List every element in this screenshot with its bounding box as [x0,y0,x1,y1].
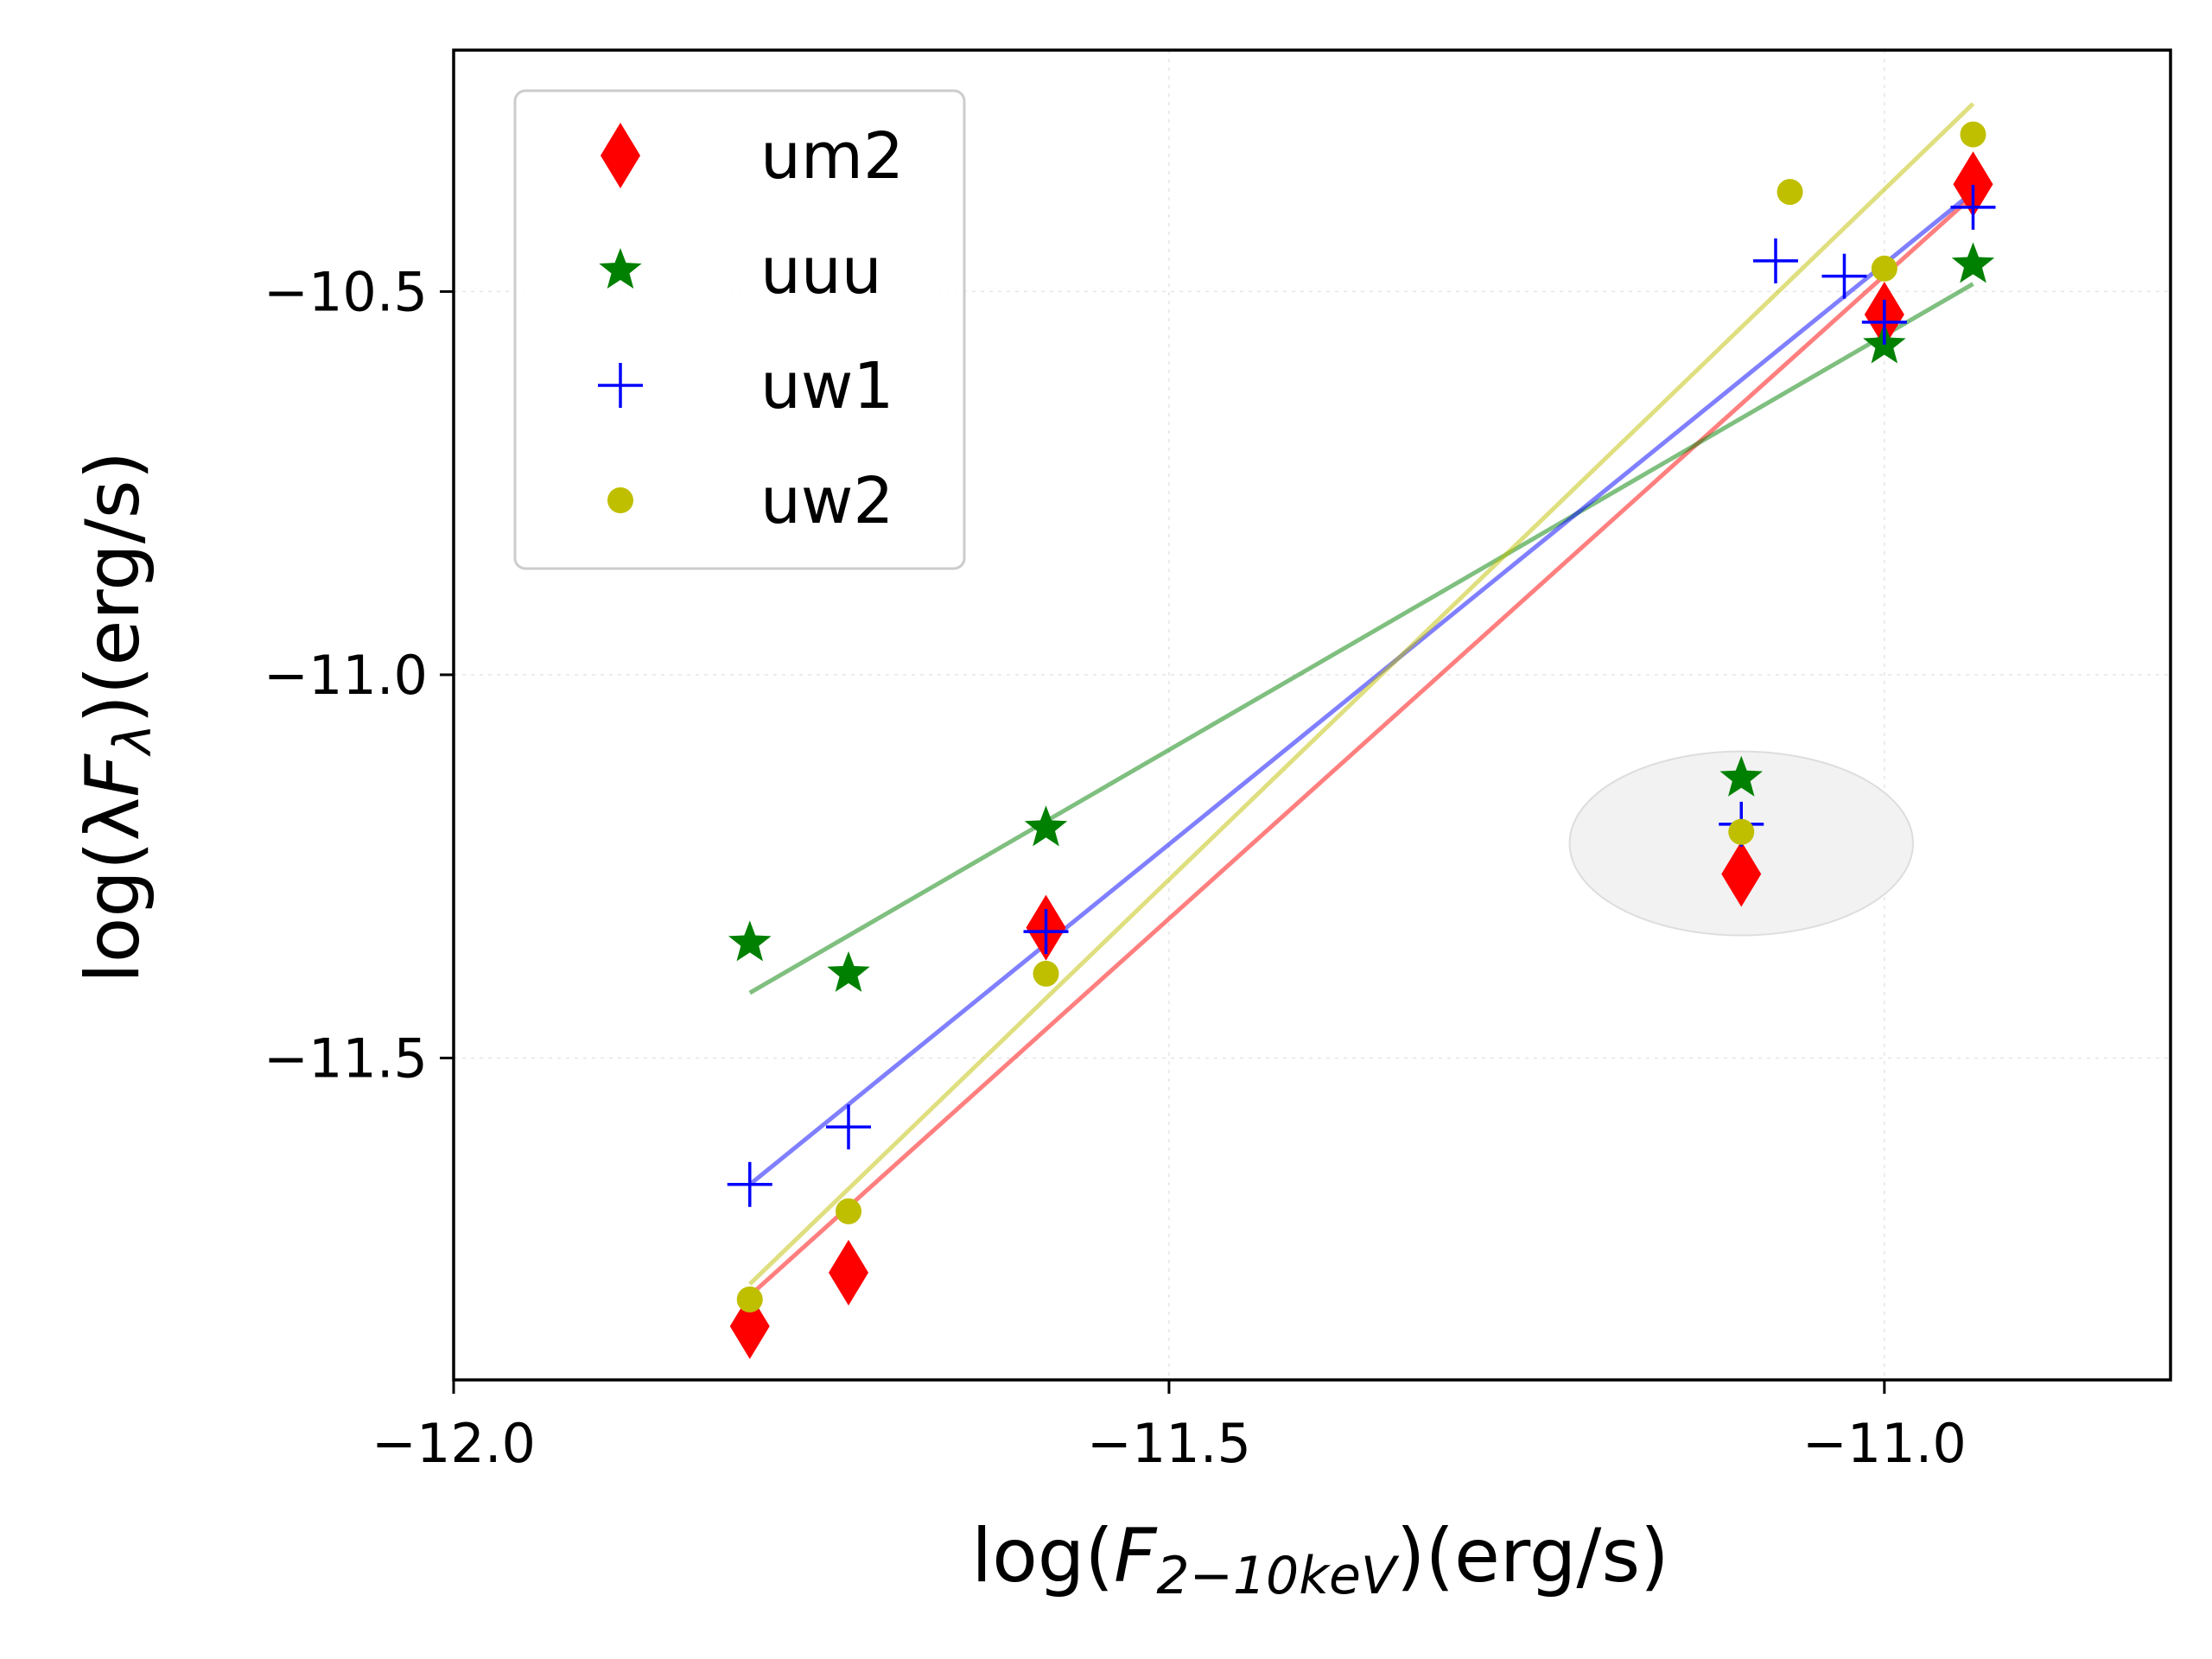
point-uw2 [836,1198,862,1224]
legend-item-um2: um2 [601,119,904,194]
legend: um2 uuu uw1 uw2 [513,89,966,570]
series-uw2 [736,121,1986,1313]
point-um2 [729,1293,770,1359]
point-uw1 [1821,253,1867,299]
point-uw2 [1960,121,1986,148]
point-uw1 [1950,184,1996,230]
legend-item-uuu: uuu [599,234,882,308]
data-points [727,121,1996,1359]
legend-label: uw2 [760,464,894,538]
point-uw2 [1728,818,1755,845]
legend-item-uw1: uw1 [598,349,894,423]
x-tick-label: −11.5 [1087,1412,1251,1475]
point-uw2 [1871,255,1897,282]
fit-line-uw1 [748,190,1975,1186]
point-uuu [728,920,772,962]
point-uw2 [736,1286,763,1313]
point-um2 [1721,841,1762,907]
series-uw1 [727,184,1996,1207]
point-uw1 [826,1104,872,1150]
legend-marker-um2 [601,123,640,188]
axis-ticks: −12.0 −11.5 −11.0 −11.5 −11.0 −10.5 [264,260,1967,1475]
x-axis-label: log(F2−10keV)(erg/s) [971,1513,1669,1606]
point-uuu [827,950,870,992]
point-uw1 [1023,909,1069,955]
y-tick-label: −11.0 [264,644,428,707]
fit-line-um2 [748,194,1975,1298]
y-axis-label: log(λFλ)(erg/s) [70,451,163,983]
point-uw1 [1752,238,1798,283]
legend-label: uuu [760,234,882,308]
legend-label: uw1 [760,349,894,423]
legend-box [513,89,966,570]
legend-item-uw2: uw2 [607,464,894,538]
x-tick-label: −12.0 [372,1412,536,1475]
legend-label: um2 [760,119,904,194]
x-tick-label: −11.0 [1802,1412,1967,1475]
point-um2 [829,1239,869,1306]
legend-marker-uw1 [598,363,643,408]
point-uw1 [1861,299,1907,345]
point-uuu [1719,755,1763,797]
legend-marker-uuu [599,248,642,289]
y-tick-label: −10.5 [264,260,428,323]
fit-line-uw2 [748,102,1975,1286]
fit-line-uuu [748,282,1974,995]
y-tick-label: −11.5 [264,1027,428,1090]
point-uuu [1951,242,1995,283]
fit-lines [748,102,1975,1298]
plot-frame [452,48,2172,1382]
point-uw2 [1033,960,1059,987]
point-uw1 [727,1161,772,1207]
point-uuu [1024,805,1068,847]
point-um2 [1953,151,1993,218]
legend-marker-uw2 [607,487,633,513]
point-uw2 [1777,179,1803,206]
